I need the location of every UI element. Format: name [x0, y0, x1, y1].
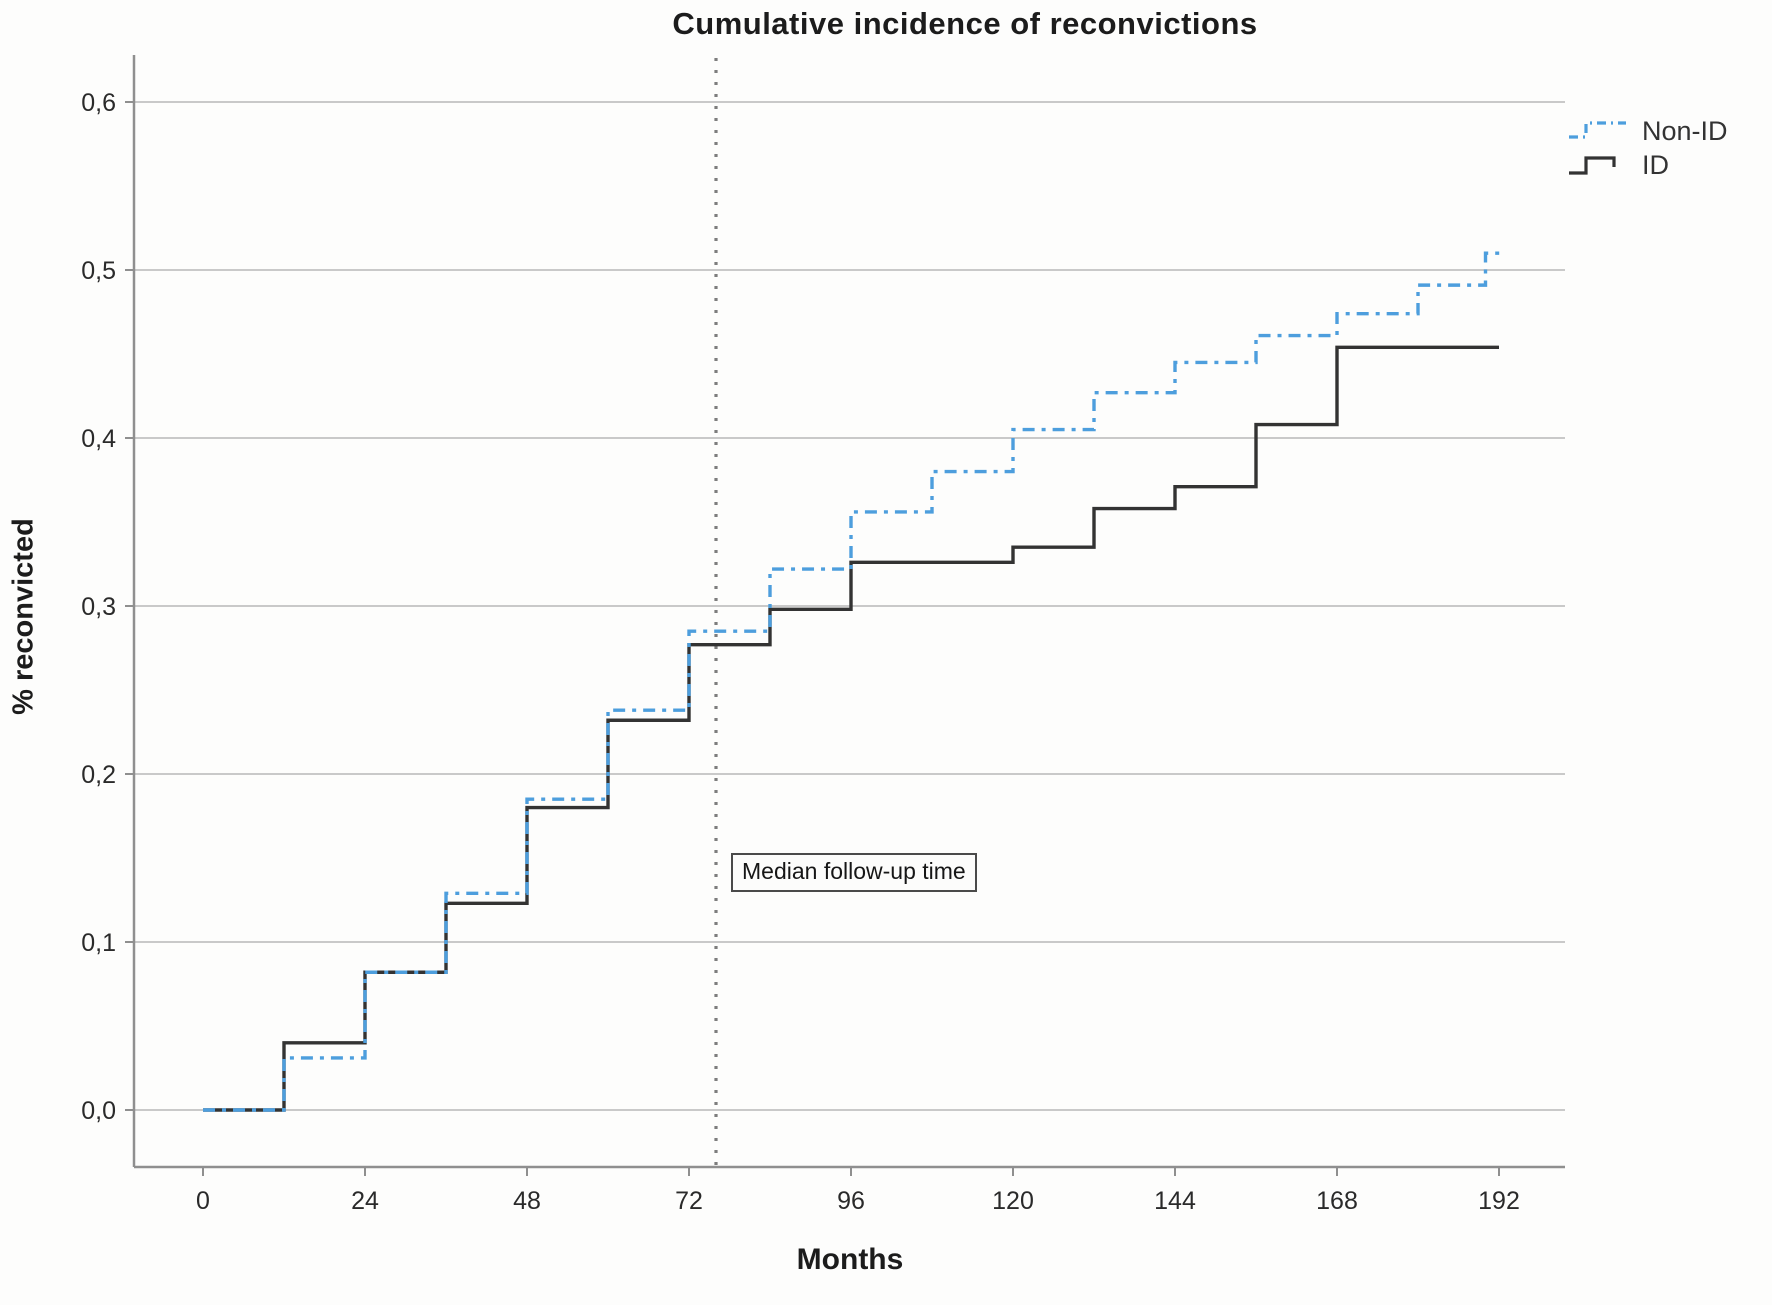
- y-tick-label: 0,2: [81, 761, 116, 789]
- y-tick-label: 0,5: [81, 257, 116, 285]
- legend-label-non-id: Non-ID: [1642, 115, 1728, 146]
- legend-item-id: ID: [1566, 150, 1728, 180]
- x-tick-label: 72: [675, 1187, 703, 1215]
- chart-title: Cumulative incidence of reconvictions: [672, 6, 1258, 41]
- series-line-non-id: [203, 251, 1506, 1112]
- median-followup-annotation: Median follow-up time: [731, 853, 977, 892]
- x-tick-label: 192: [1478, 1187, 1520, 1215]
- y-tick-label: 0,4: [81, 425, 116, 453]
- legend: Non-ID ID: [1566, 116, 1728, 180]
- x-tick-label: 120: [992, 1187, 1034, 1215]
- series-line-id: [203, 345, 1499, 1112]
- y-tick-label: 0,1: [81, 929, 116, 957]
- x-tick-label: 24: [351, 1187, 379, 1215]
- legend-label-id: ID: [1642, 149, 1669, 180]
- x-tick-label: 48: [513, 1187, 541, 1215]
- non-id-step-line-icon: [1569, 121, 1626, 139]
- legend-item-non-id: Non-ID: [1566, 116, 1728, 146]
- x-tick-label: 96: [837, 1187, 865, 1215]
- y-tick-label: 0,0: [81, 1097, 116, 1125]
- x-tick-label: 168: [1316, 1187, 1358, 1215]
- x-tick-label: 144: [1154, 1187, 1196, 1215]
- id-step-line-icon: [1569, 156, 1616, 175]
- x-tick-label: 0: [196, 1187, 210, 1215]
- y-tick-label: 0,3: [81, 593, 116, 621]
- y-tick-label: 0,6: [81, 89, 116, 117]
- x-axis-title: Months: [796, 1243, 904, 1276]
